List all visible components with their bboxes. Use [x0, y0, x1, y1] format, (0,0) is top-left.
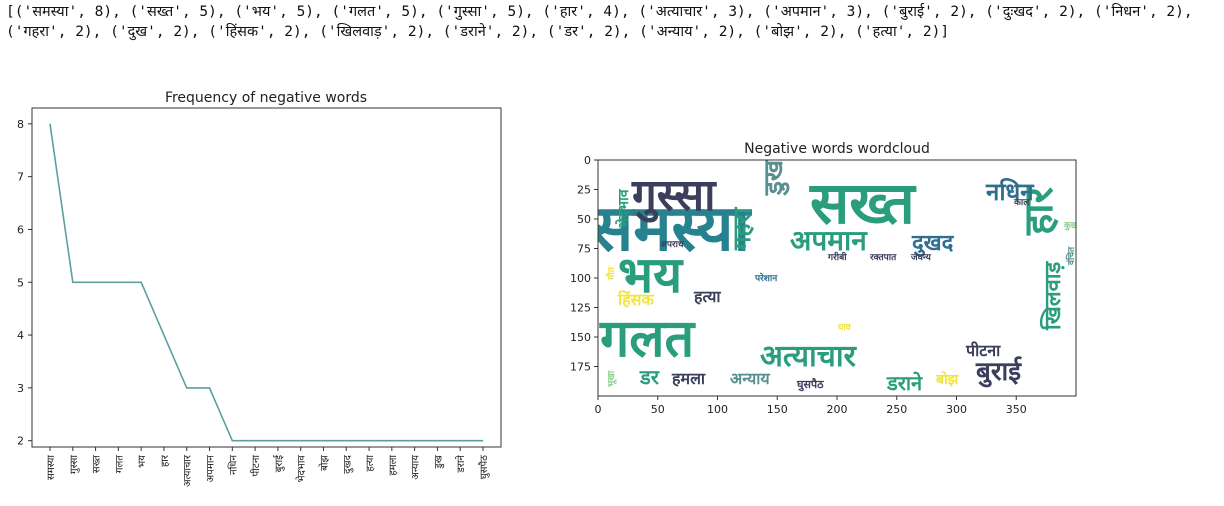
- wordcloud-word: रक्तपात: [869, 253, 897, 263]
- x-tick-label: पीटना: [250, 455, 262, 477]
- wordcloud-word: काल: [1013, 198, 1030, 208]
- x-tick-label: हत्या: [365, 455, 376, 472]
- wordcloud-y-axis: 0 25 50 75 100 125 150 175: [570, 154, 598, 374]
- x-tick-label: 100: [707, 403, 728, 416]
- y-tick-label: 7: [17, 171, 24, 184]
- y-tick-label: 5: [17, 276, 24, 289]
- x-tick-label: गुस्सा: [69, 455, 80, 474]
- wordcloud-word: अन्याय: [730, 369, 770, 388]
- wordcloud-word: अत्याचार: [760, 339, 858, 374]
- wordcloud-word: हमला: [671, 369, 706, 388]
- wordcloud-word: वंचित: [1065, 246, 1077, 266]
- x-tick-label: डुख: [433, 454, 444, 469]
- y-tick-label: 25: [577, 184, 591, 197]
- wordcloud-word: डर: [639, 365, 660, 389]
- x-tick-label: 50: [651, 403, 665, 416]
- y-tick-label: 4: [17, 329, 24, 342]
- y-tick-label: 3: [17, 382, 24, 395]
- wordcloud-x-axis: 0 50 100 150 200 250 300 350: [595, 396, 1027, 416]
- x-tick-label: डराने: [455, 455, 467, 474]
- line-chart-plot-frame: [31, 107, 502, 448]
- y-tick-label: 2: [17, 435, 24, 448]
- x-tick-label: 150: [767, 403, 788, 416]
- wordcloud-word: पीटना: [965, 341, 1001, 360]
- x-tick-label: हमला: [388, 455, 399, 476]
- wordcloud-word: समस्या: [589, 192, 753, 266]
- x-tick-label: 300: [946, 403, 967, 416]
- wordcloud-word: गलत: [599, 309, 697, 369]
- y-tick-label: 6: [17, 223, 24, 236]
- x-tick-label: बुराई: [273, 454, 285, 472]
- wordcloud-word: घाव: [837, 323, 852, 333]
- wordcloud-image: [598, 160, 1076, 396]
- wordcloud-word: डराने: [886, 371, 923, 395]
- y-tick-label: 150: [570, 331, 591, 344]
- y-tick-label: 8: [17, 118, 24, 131]
- x-tick-label: गलत: [114, 455, 125, 473]
- wordcloud-word: मौत: [605, 266, 617, 281]
- wordcloud-word: सख्त: [809, 169, 917, 237]
- frequency-line: [49, 123, 483, 442]
- x-tick-label: घुसपैठ: [478, 455, 490, 479]
- wordcloud-title: Negative words wordcloud: [744, 141, 930, 157]
- x-tick-label: सख्त: [92, 455, 103, 473]
- y-tick-label: 175: [570, 361, 591, 374]
- x-tick-label: बोझ: [318, 455, 330, 471]
- wordcloud-word: गहरा: [728, 207, 756, 251]
- wordcloud-word: हिंसक: [617, 290, 654, 309]
- wordcloud-word: परेशान: [754, 272, 778, 284]
- wordcloud-word: गरीबी: [827, 251, 847, 263]
- wordcloud-word: बुराई: [975, 356, 1022, 388]
- wordcloud-word: कुछ: [1063, 221, 1078, 231]
- y-tick-label: 125: [570, 302, 591, 315]
- y-tick-label: 0: [584, 154, 591, 167]
- wordcloud-word: भेदभाव: [615, 188, 632, 228]
- line-chart-title: Frequency of negative words: [165, 90, 367, 106]
- wordcloud-word: बोझ: [935, 371, 960, 388]
- x-tick-label: नधिन: [227, 455, 239, 475]
- line-chart-y-axis: 2 3 4 5 6 7 8: [17, 118, 32, 448]
- y-tick-label: 100: [570, 272, 591, 285]
- wordcloud-chart: Negative words wordcloud समस्या सख्त गलतभय…: [570, 141, 1078, 416]
- wordcloud-word: गुस्सा: [631, 170, 717, 223]
- y-tick-label: 75: [577, 243, 591, 256]
- y-tick-label: 50: [577, 213, 591, 226]
- x-tick-label: भय: [137, 455, 148, 468]
- wordcloud-word: हार: [1016, 185, 1062, 236]
- x-tick-label: अन्याय: [411, 455, 422, 480]
- x-tick-label: अपमान: [206, 455, 217, 483]
- wordcloud-word: अपमान: [790, 224, 868, 257]
- wordcloud-word: हत्या: [693, 287, 721, 306]
- wordcloud-word: जघन्य: [910, 253, 932, 263]
- cell-output-text: [('समस्या', 8), ('सख्त', 5), ('भय', 5), …: [6, 4, 1202, 40]
- wordcloud-word: डुख: [759, 158, 790, 196]
- x-tick-label: समस्या: [46, 455, 57, 480]
- line-chart-x-axis: समस्या गुस्सा सख्त गलत भय हार अत्याचार अपमान नधि…: [46, 447, 490, 487]
- wordcloud-word: खिलवाड़: [1039, 260, 1066, 331]
- x-tick-label: 250: [886, 403, 907, 416]
- wordcloud-word: भूखा: [607, 370, 617, 387]
- x-tick-label: 350: [1006, 403, 1027, 416]
- line-chart: Frequency of negative words 2 3 4 5 6 7 8 समस्…: [17, 90, 502, 487]
- wordcloud-word: नधिन: [985, 178, 1035, 206]
- wordcloud-word: घुसपैठ: [796, 377, 824, 392]
- x-tick-label: अत्याचार: [183, 454, 194, 487]
- wordcloud-word: भय: [618, 246, 684, 304]
- x-tick-label: भेदभाव: [296, 455, 308, 483]
- x-tick-label: 0: [595, 403, 602, 416]
- wordcloud-word: अपराध: [660, 240, 684, 250]
- x-tick-label: 200: [827, 403, 848, 416]
- x-tick-label: दुखद: [342, 454, 353, 473]
- x-tick-label: हार: [160, 454, 171, 467]
- wordcloud-word: दुखद: [911, 231, 955, 257]
